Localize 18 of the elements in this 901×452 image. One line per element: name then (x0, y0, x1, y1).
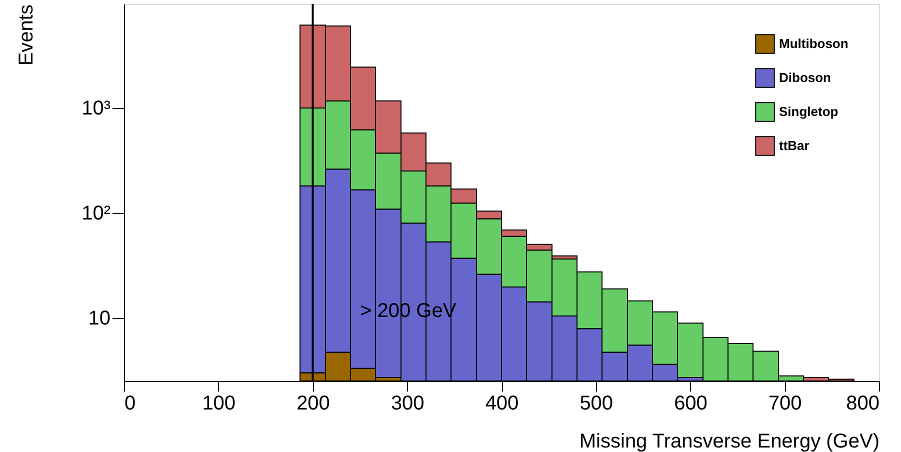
legend-label: Diboson (779, 70, 832, 85)
x-tick-label: 100 (202, 392, 236, 414)
x-tick-label: 200 (296, 392, 330, 414)
x-tick-label: 600 (674, 392, 708, 414)
y-axis-title: Events (16, 4, 38, 66)
y-tick-label: 10³ (82, 97, 111, 120)
legend-label: Multiboson (779, 36, 848, 51)
x-axis-title: Missing Transverse Energy (GeV) (579, 430, 880, 452)
x-tick-label: 0 (124, 392, 136, 414)
legend-label: ttBar (779, 138, 810, 153)
x-tick-label: 400 (485, 392, 519, 414)
y-tick-label: 10 (88, 307, 110, 330)
legend-label: Singletop (779, 104, 838, 119)
x-tick-label: 500 (580, 392, 614, 414)
x-tick-label: 800 (846, 392, 880, 414)
x-tick-label: 300 (390, 392, 424, 414)
y-tick-label: 10² (82, 202, 111, 224)
x-tick-label: 700 (768, 392, 802, 414)
